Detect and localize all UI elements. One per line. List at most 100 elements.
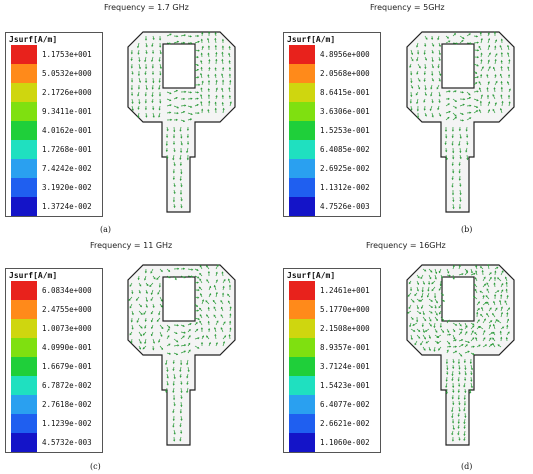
- current-arrowhead: [202, 335, 204, 338]
- current-arrowhead: [207, 88, 210, 91]
- current-arrow: [416, 42, 419, 48]
- current-arrowhead: [460, 354, 463, 357]
- current-arrowhead: [199, 278, 202, 281]
- current-arrowhead: [173, 404, 176, 407]
- current-arrow: [200, 87, 203, 93]
- current-arrowhead: [507, 44, 510, 47]
- current-arrowhead: [424, 114, 427, 117]
- current-arrowhead: [137, 94, 140, 97]
- current-arrow: [473, 42, 479, 44]
- current-arrow: [159, 324, 164, 329]
- current-arrowhead: [500, 94, 503, 97]
- current-arrowhead: [495, 39, 498, 42]
- current-arrowhead: [173, 377, 176, 380]
- current-arrowhead: [429, 319, 432, 322]
- current-arrowhead: [499, 44, 502, 48]
- legend-value: 1.0073e+000: [42, 324, 92, 333]
- legend-value: 1.3724e-002: [42, 202, 92, 211]
- current-arrowhead: [184, 90, 187, 93]
- current-arrow: [486, 288, 490, 294]
- current-arrowhead: [228, 95, 231, 98]
- current-arrowhead: [488, 66, 491, 69]
- current-arrowhead: [214, 37, 217, 40]
- current-arrow: [504, 300, 508, 306]
- current-arrowhead: [173, 130, 176, 133]
- current-arrowhead: [445, 385, 448, 388]
- current-arrowhead: [506, 294, 509, 298]
- current-arrowhead: [180, 143, 183, 146]
- current-arrowhead: [472, 295, 476, 298]
- current-arrowhead: [144, 108, 147, 111]
- current-arrowhead: [462, 37, 465, 40]
- current-arrowhead: [480, 73, 483, 77]
- current-arrowhead: [199, 320, 202, 323]
- current-arrowhead: [487, 81, 490, 84]
- current-arrow: [487, 101, 490, 107]
- current-arrowhead: [144, 94, 147, 97]
- current-arrowhead: [438, 288, 441, 291]
- current-arrow: [145, 296, 148, 302]
- antenna-outline: [127, 264, 236, 446]
- current-arrow: [221, 52, 224, 58]
- current-arrowhead: [190, 105, 193, 108]
- current-arrow: [173, 105, 179, 109]
- current-arrow: [414, 340, 418, 345]
- current-arrowhead: [165, 143, 168, 147]
- current-arrowhead: [447, 271, 450, 274]
- legend-swatch: [289, 281, 315, 300]
- legend-value: 4.8956e+000: [320, 50, 370, 59]
- color-legend: Jsurf[A/m] 1.1753e+001 5.0532e+000 2.1726e…: [5, 32, 103, 217]
- current-arrowhead: [186, 376, 189, 379]
- current-arrowhead: [166, 129, 169, 132]
- current-arrowhead: [131, 327, 134, 330]
- current-arrowhead: [186, 136, 189, 139]
- current-arrowhead: [482, 294, 485, 298]
- current-arrowhead: [229, 79, 232, 82]
- current-arrow: [506, 312, 508, 318]
- current-arrowhead: [468, 33, 471, 36]
- legend-swatch: [289, 376, 315, 395]
- current-arrow: [166, 366, 168, 372]
- current-arrowhead: [165, 362, 168, 366]
- current-arrowhead: [151, 87, 154, 90]
- legend-value: 1.1312e-002: [320, 183, 370, 192]
- current-arrowhead: [196, 56, 199, 59]
- current-arrow: [485, 295, 490, 300]
- current-arrowhead: [220, 300, 223, 303]
- current-arrow: [194, 275, 199, 279]
- current-arrow: [487, 264, 490, 270]
- current-arrowhead: [131, 80, 134, 83]
- current-arrowhead: [447, 97, 450, 100]
- current-arrowhead: [144, 72, 147, 76]
- current-arrowhead: [166, 376, 169, 379]
- current-arrowhead: [452, 361, 455, 364]
- current-arrowhead: [452, 171, 455, 174]
- current-arrowhead: [207, 320, 210, 323]
- current-arrowhead: [213, 284, 216, 288]
- current-arrowhead: [478, 344, 481, 347]
- current-arrowhead: [458, 264, 461, 267]
- current-arrowhead: [184, 344, 187, 347]
- current-arrowhead: [451, 136, 454, 139]
- current-arrow: [494, 290, 499, 294]
- current-arrowhead: [180, 150, 183, 153]
- current-arrowhead: [490, 320, 493, 323]
- subfigure-tag: (a): [100, 225, 112, 234]
- current-arrow: [487, 45, 490, 51]
- legend-swatch: [289, 433, 315, 452]
- current-arrowhead: [167, 328, 170, 331]
- current-arrowhead: [483, 337, 486, 340]
- legend-value: 6.0834e+000: [42, 286, 92, 295]
- current-arrowhead: [484, 301, 488, 304]
- current-arrowhead: [445, 150, 448, 153]
- current-arrowhead: [197, 112, 200, 115]
- current-arrowhead: [416, 45, 419, 48]
- current-arrowhead: [229, 306, 232, 309]
- current-arrow: [459, 189, 462, 195]
- current-arrow: [129, 303, 133, 309]
- legend-value: 3.7124e-001: [320, 362, 370, 371]
- current-arrow: [445, 117, 450, 121]
- current-arrowhead: [145, 115, 148, 118]
- current-arrowhead: [458, 178, 461, 181]
- current-arrow: [440, 328, 444, 333]
